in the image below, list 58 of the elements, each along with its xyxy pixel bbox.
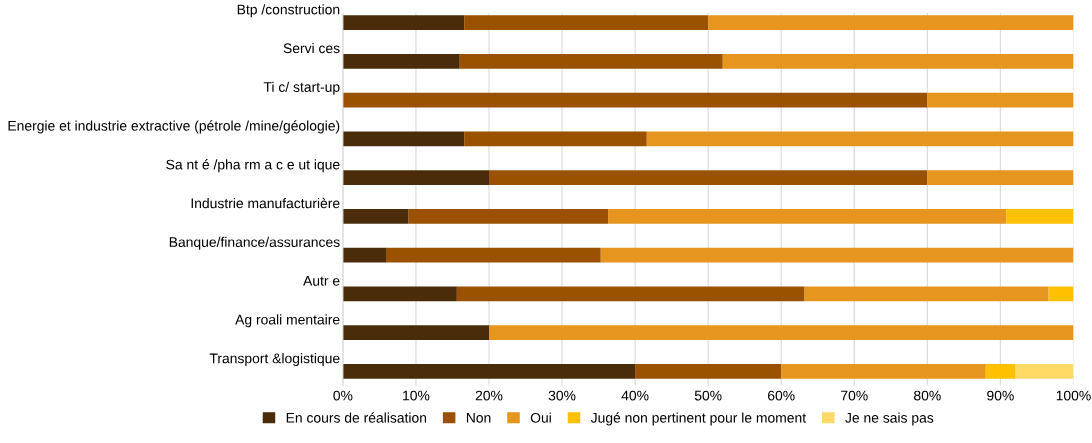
x-tick-label: 20% — [475, 390, 503, 401]
bar — [608, 209, 1007, 224]
bar — [342, 209, 409, 224]
legend-label: Je ne sais pas — [845, 412, 934, 426]
x-tick-label: 70% — [841, 390, 868, 401]
bar — [459, 53, 723, 69]
y-tick-label: Ag roali mentaire — [235, 314, 340, 328]
bar — [342, 92, 928, 108]
bar — [342, 131, 465, 147]
x-tick-label: 50% — [694, 390, 722, 401]
bar — [342, 286, 457, 302]
legend-label: En cours de réalisation — [286, 412, 427, 423]
y-tick-label: Transport &logistique — [209, 353, 340, 367]
bar — [635, 364, 782, 379]
x-tick-label: 0% — [333, 390, 353, 401]
x-tick-label: 40% — [621, 390, 649, 401]
bar — [927, 92, 1074, 108]
x-tick-label: 60% — [768, 390, 795, 401]
bar — [781, 364, 986, 379]
bar — [342, 325, 489, 341]
bar — [489, 325, 1074, 341]
y-tick-label: Energie et industrie extractive (pétrole /mine/géologie) — [8, 120, 340, 134]
bar — [646, 131, 1074, 147]
legend-label: Jugé non pertinent pour le moment — [590, 412, 806, 426]
bar — [1048, 286, 1074, 302]
x-tick-label: 80% — [914, 390, 941, 401]
y-tick-label: Sa nt é /pha rm a c e ut ique — [166, 159, 340, 173]
x-tick-label: 90% — [987, 390, 1014, 401]
y-tick-label: Ti c/ start-up — [263, 81, 340, 95]
bar — [342, 53, 460, 69]
bar — [489, 170, 928, 186]
bar — [1006, 209, 1074, 224]
x-tick-label: 10% — [403, 390, 430, 401]
y-tick-label: Btp /construction — [237, 4, 340, 18]
bar — [722, 53, 1074, 69]
bar — [600, 247, 1074, 263]
bar — [708, 15, 1074, 30]
bar — [464, 131, 647, 147]
bar — [342, 247, 386, 263]
bar — [985, 364, 1015, 379]
bar — [342, 364, 636, 379]
bar — [408, 209, 609, 224]
x-tick-label: 100% — [1056, 390, 1091, 401]
bar — [464, 15, 709, 30]
bar — [1014, 364, 1074, 379]
x-tick-label: 30% — [548, 390, 576, 401]
bar — [804, 286, 1049, 302]
y-tick-label: Banque/finance/assurances — [169, 236, 340, 250]
bar — [385, 247, 601, 263]
bar — [342, 15, 465, 30]
y-tick-label: Industrie manufacturière — [191, 197, 340, 209]
legend-label: Oui — [530, 412, 551, 423]
bar — [342, 170, 489, 186]
y-tick-label: Servi ces — [283, 42, 340, 54]
legend-label: Non — [466, 413, 491, 423]
y-tick-label: Autr e — [303, 276, 340, 286]
bar — [927, 170, 1074, 186]
bar — [456, 286, 805, 302]
